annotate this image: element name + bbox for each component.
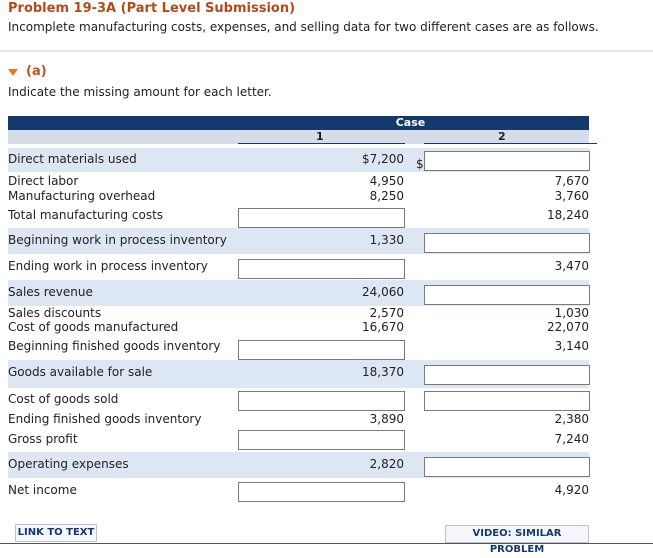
- case2-value: 22,070: [547, 320, 589, 334]
- row-label: Sales discounts: [8, 306, 102, 320]
- row-label: Goods available for sale: [8, 365, 153, 379]
- case1-ending-wip-input[interactable]: [238, 259, 405, 279]
- table-row: Operating expenses 2,820: [8, 452, 590, 478]
- link-to-text-button[interactable]: LINK TO TEXT: [15, 524, 97, 542]
- table-row: Net income 4,920: [8, 478, 589, 506]
- case1-gross-profit-input[interactable]: [238, 430, 405, 450]
- case2-value: 3,470: [554, 259, 589, 273]
- case1-beginning-fg-input[interactable]: [238, 340, 405, 360]
- row-label: Gross profit: [8, 432, 78, 446]
- case2-value: 2,380: [554, 412, 589, 426]
- part-a-toggle[interactable]: (a): [8, 64, 47, 79]
- case2-operating-expenses-input[interactable]: [424, 457, 590, 477]
- case1-value: 1,330: [369, 233, 404, 247]
- case1-value: 8,250: [369, 189, 404, 203]
- case2-beginning-wip-input[interactable]: [424, 233, 590, 253]
- row-label: Ending work in process inventory: [8, 259, 208, 273]
- case2-cogs-input[interactable]: [424, 391, 590, 411]
- case1-value: 4,950: [369, 174, 404, 188]
- table-row: Ending work in process inventory 3,470: [8, 254, 589, 280]
- case-header: Case: [8, 116, 589, 130]
- case2-value: 3,760: [554, 189, 589, 203]
- case1-value: 3,890: [369, 412, 404, 426]
- case2-value: 7,670: [554, 174, 589, 188]
- column-1-header: 1: [316, 130, 324, 143]
- row-label: Cost of goods sold: [8, 392, 119, 406]
- row-label: Direct materials used: [8, 152, 137, 166]
- row-label: Total manufacturing costs: [8, 208, 164, 222]
- table-row: Goods available for sale 18,370: [8, 360, 590, 388]
- part-instruction: Indicate the missing amount for each let…: [8, 85, 272, 99]
- case1-value: 2,820: [369, 457, 404, 471]
- row-label: Beginning work in process inventory: [8, 233, 227, 247]
- row-label: Cost of goods manufactured: [8, 320, 179, 334]
- case1-total-manufacturing-input[interactable]: [238, 208, 405, 228]
- case2-goods-available-input[interactable]: [424, 365, 590, 385]
- dollar-sign: $: [416, 157, 424, 171]
- problem-description: Incomplete manufacturing costs, expenses…: [8, 20, 599, 34]
- row-label: Ending finished goods inventory: [8, 412, 202, 426]
- case1-cogs-input[interactable]: [238, 391, 405, 411]
- case1-value: 18,370: [362, 365, 404, 379]
- row-label: Sales revenue: [8, 285, 93, 299]
- collapse-triangle-icon[interactable]: [8, 68, 18, 76]
- row-label: Manufacturing overhead: [8, 189, 156, 203]
- case1-value: 16,670: [362, 320, 404, 334]
- case2-value: 18,240: [547, 208, 589, 222]
- problem-title: Problem 19-3A (Part Level Submission): [8, 1, 296, 16]
- col1-underline: [238, 143, 405, 144]
- row-label: Net income: [8, 483, 77, 497]
- case1-net-income-input[interactable]: [238, 482, 405, 502]
- table-row: Beginning work in process inventory 1,33…: [8, 228, 590, 254]
- table-row: Direct materials used $7,200 $: [8, 148, 590, 172]
- col2-underline: [424, 143, 597, 144]
- case1-value: 24,060: [362, 285, 404, 299]
- case2-sales-revenue-input[interactable]: [424, 285, 590, 305]
- case1-value: 2,570: [369, 306, 404, 320]
- table-row: Cost of goods sold Ending finished goods…: [8, 388, 590, 428]
- row-label: Direct labor: [8, 174, 79, 188]
- bottom-border: [0, 543, 653, 544]
- section-divider: [0, 50, 653, 52]
- case-header-label: Case: [395, 116, 426, 129]
- case2-value: 1,030: [554, 306, 589, 320]
- video-similar-problem-button[interactable]: VIDEO: SIMILAR PROBLEM: [445, 525, 589, 555]
- row-label: Beginning finished goods inventory: [8, 339, 221, 353]
- case2-value: 3,140: [554, 339, 589, 353]
- table-row: Gross profit 7,240: [8, 428, 589, 452]
- table-row: Sales discounts 2,570 1,030 Cost of good…: [8, 306, 589, 336]
- case2-value: 7,240: [554, 432, 589, 446]
- row-label: Operating expenses: [8, 457, 129, 471]
- table-row: Beginning finished goods inventory 3,140: [8, 336, 589, 360]
- table-row: Total manufacturing costs 18,240: [8, 204, 589, 228]
- case2-value: 4,920: [554, 483, 589, 497]
- part-a-label: (a): [26, 64, 47, 79]
- column-2-header: 2: [498, 130, 506, 143]
- table-row: Sales revenue 24,060: [8, 280, 590, 306]
- table-row: Direct labor 4,950 7,670 Manufacturing o…: [8, 172, 589, 204]
- column-header-row: 1 2: [8, 130, 597, 144]
- case2-direct-materials-input[interactable]: [424, 151, 590, 171]
- case1-value: $7,200: [362, 152, 404, 166]
